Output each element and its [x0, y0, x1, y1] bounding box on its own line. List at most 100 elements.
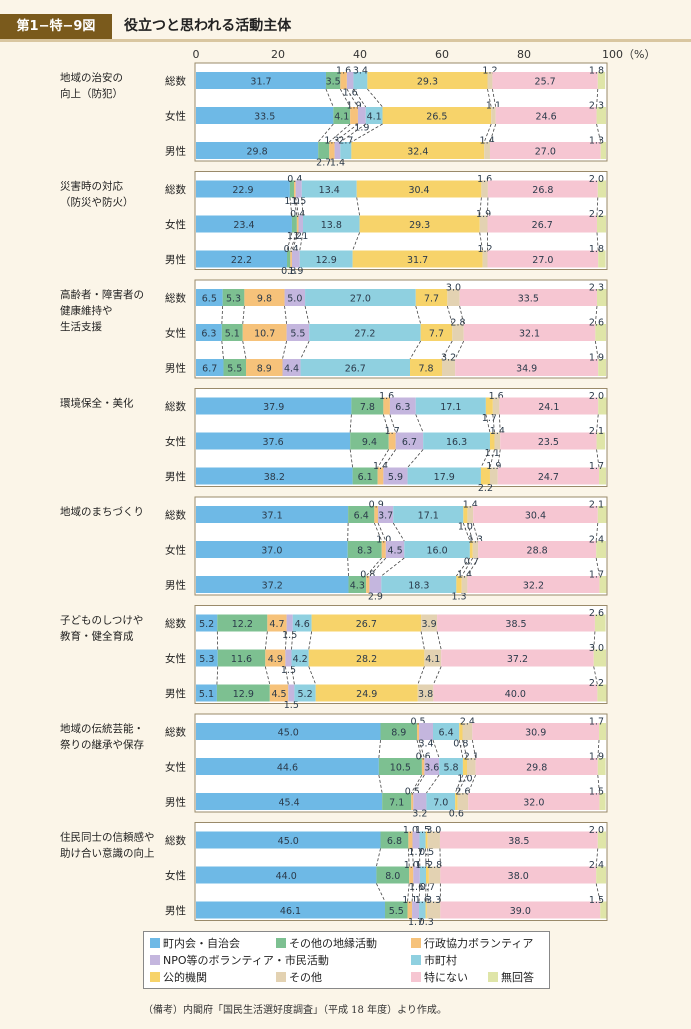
row-label: 男性 — [165, 579, 186, 592]
group-label: （防災や防火） — [60, 196, 134, 209]
x-tick-label: 100（%） — [602, 48, 655, 61]
bar-segment — [597, 506, 607, 523]
connector-line — [415, 414, 424, 433]
bar-segment — [412, 831, 420, 849]
row-label: 女性 — [165, 435, 186, 448]
bar-segment — [311, 614, 422, 632]
data-label: 2.6 — [589, 608, 604, 619]
data-label: 1.2 — [477, 244, 492, 255]
bar-segment — [492, 72, 598, 89]
bar-segment — [196, 324, 222, 341]
bar-segment — [452, 324, 464, 341]
bar-segment — [413, 866, 420, 884]
bar-segment — [598, 397, 607, 415]
connector-line — [489, 449, 495, 468]
connector-line — [407, 848, 410, 867]
connector-line — [377, 522, 387, 542]
data-label: 28.2 — [356, 654, 377, 665]
row-label: 男性 — [165, 470, 186, 483]
data-label: 30.4 — [408, 185, 429, 196]
data-label: 0.5 — [410, 717, 425, 728]
bar-segment — [291, 250, 300, 268]
data-label: 1.9 — [486, 461, 501, 472]
data-label: 37.1 — [261, 511, 282, 522]
bar-segment — [594, 614, 606, 632]
connector-line — [479, 232, 483, 251]
data-label: 1.4 — [330, 158, 345, 169]
bar-segment — [596, 432, 606, 450]
x-tick-label: 0 — [193, 48, 200, 61]
data-label: 1.9 — [589, 353, 604, 364]
bar-segment — [467, 758, 476, 775]
data-label: 24.9 — [356, 689, 377, 700]
connector-line — [420, 631, 425, 650]
bar-segment — [376, 866, 410, 884]
data-label: 1.3 — [451, 592, 466, 603]
bar-segment — [427, 831, 440, 849]
connector-line — [462, 522, 471, 542]
bar-segment — [292, 614, 312, 632]
bar-segment — [480, 467, 490, 485]
connector-line — [489, 123, 497, 143]
data-label: 40.0 — [505, 689, 526, 700]
data-label: 1.9 — [354, 123, 369, 134]
data-label: 0.8 — [360, 570, 375, 581]
bar-segment — [216, 684, 270, 702]
bar-segment — [290, 250, 292, 268]
data-label: 6.8 — [387, 836, 402, 847]
data-label: 12.2 — [232, 619, 253, 630]
data-label: 1.8 — [589, 244, 604, 255]
connector-line — [407, 449, 424, 468]
data-label: 17.1 — [440, 402, 461, 413]
bar-segment — [439, 758, 463, 775]
bar-segment — [196, 289, 223, 306]
data-label: 1.9 — [288, 266, 303, 277]
bar-segment — [296, 215, 299, 233]
connector-line — [308, 631, 313, 650]
connector-line — [597, 739, 600, 759]
bar-segment — [413, 793, 427, 810]
data-label: 0.6 — [449, 809, 464, 820]
data-label: 1.2 — [482, 66, 497, 77]
row-label: 男性 — [165, 904, 186, 917]
bar-segment — [294, 684, 316, 702]
connector-line — [378, 739, 381, 759]
data-label: 23.5 — [538, 437, 559, 448]
bar-segment — [428, 866, 441, 884]
data-label: 2.3 — [589, 283, 604, 294]
bar-segment — [196, 831, 381, 849]
connector-line — [293, 197, 298, 216]
bar-segment — [196, 397, 352, 415]
bar-segment — [467, 506, 474, 523]
bar-segment — [378, 506, 394, 523]
connector-line — [595, 522, 599, 542]
data-label: 7.7 — [429, 329, 444, 340]
group-label: 健康維持や — [60, 304, 113, 317]
bar-segment — [599, 467, 606, 485]
bar-segment — [303, 215, 360, 233]
data-label: 0.8 — [453, 739, 468, 750]
group-label: 災害時の対応 — [60, 180, 123, 193]
group-label: 地域の伝統芸能・ — [60, 722, 144, 735]
data-label: 1.6 — [343, 88, 358, 99]
data-label: 3.2 — [412, 809, 427, 820]
connector-line — [376, 883, 386, 902]
connector-line — [472, 522, 479, 542]
data-label: 4.5 — [388, 546, 403, 557]
data-label: 39.0 — [510, 906, 531, 917]
bar-segment — [222, 289, 245, 306]
data-label: 24.6 — [536, 112, 557, 123]
data-label: 32.4 — [407, 147, 428, 158]
data-label: 2.2 — [478, 483, 493, 494]
bar-segment — [408, 831, 413, 849]
bar-segment — [359, 215, 480, 233]
bar-segment — [463, 506, 468, 523]
group-label: 地域の治安の — [60, 71, 123, 84]
data-label: 9.4 — [362, 437, 377, 448]
data-label: 37.6 — [263, 437, 284, 448]
bar-segment — [196, 432, 351, 450]
connector-line — [412, 774, 425, 794]
bar-segment — [404, 541, 470, 558]
bar-segment — [288, 684, 295, 702]
bar-segment — [416, 723, 420, 740]
